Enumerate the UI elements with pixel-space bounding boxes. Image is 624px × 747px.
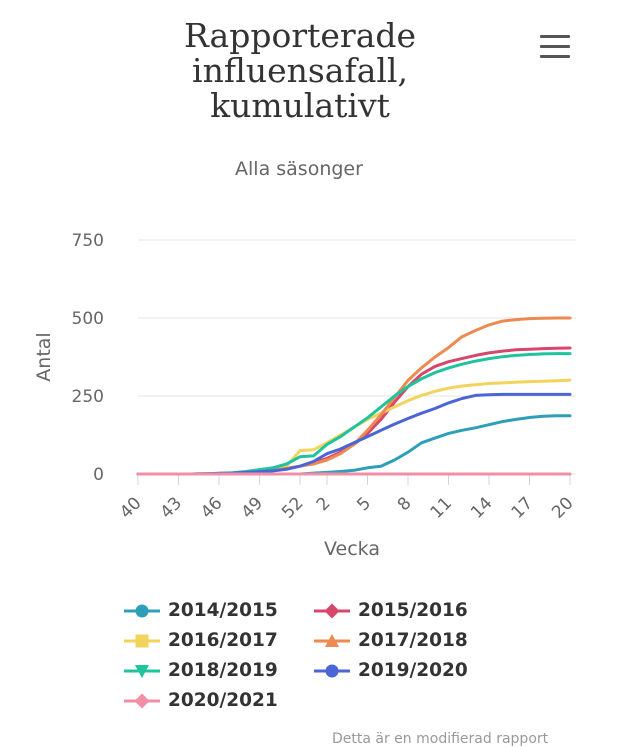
x-tick-label: 20 xyxy=(548,493,577,522)
chart-title-line: kumulativt xyxy=(210,86,390,125)
hamburger-menu-icon[interactable] xyxy=(538,34,572,60)
chart-title: Rapporterade influensafall, kumulativt xyxy=(150,18,450,123)
x-tick-label: 14 xyxy=(467,493,496,522)
series-line xyxy=(136,352,572,476)
legend-item[interactable]: 2019/2020 xyxy=(312,658,502,683)
legend-label: 2016/2017 xyxy=(168,630,278,651)
x-axis-title: Vecka xyxy=(324,538,380,560)
x-tick-label: 11 xyxy=(427,493,456,522)
legend-label: 2015/2016 xyxy=(358,600,468,621)
x-tick-label: 17 xyxy=(508,493,537,522)
legend-label: 2017/2018 xyxy=(358,630,468,651)
legend-label: 2018/2019 xyxy=(168,660,278,681)
x-tick-label: 8 xyxy=(394,493,416,515)
legend-symbol xyxy=(124,693,160,708)
legend-marker xyxy=(135,664,149,678)
legend-symbol xyxy=(124,604,160,617)
y-tick-label: 750 xyxy=(72,231,104,251)
legend-marker xyxy=(325,633,339,647)
legend-item[interactable]: 2020/2021 xyxy=(122,688,312,713)
legend-symbol xyxy=(314,664,350,677)
chart-title-line: influensafall, xyxy=(192,51,408,90)
footer-note: Detta är en modifierad rapport xyxy=(332,731,549,747)
legend-symbol xyxy=(124,634,160,647)
legend-marker xyxy=(134,693,150,708)
series-line xyxy=(136,346,572,476)
legend-marker xyxy=(135,604,149,617)
legend-marker xyxy=(135,634,149,647)
x-tick-label: 46 xyxy=(197,493,226,522)
legend-marker xyxy=(325,664,339,677)
menu-bar xyxy=(540,45,570,48)
chart-title-line: Rapporterade xyxy=(183,16,417,55)
x-tick-label: 5 xyxy=(353,493,375,515)
legend-marker xyxy=(324,603,340,618)
legend-symbol xyxy=(314,633,350,647)
legend-label: 2019/2020 xyxy=(358,660,468,681)
chart-subtitle: Alla säsonger xyxy=(235,158,363,180)
legend-item[interactable]: 2018/2019 xyxy=(122,658,312,683)
legend-item[interactable]: 2015/2016 xyxy=(312,598,502,623)
y-axis-title: Antal xyxy=(33,332,55,381)
x-tick-label: 40 xyxy=(116,493,145,522)
x-tick-label: 43 xyxy=(157,493,186,522)
legend-item[interactable]: 2016/2017 xyxy=(122,628,312,653)
x-tick-label: 52 xyxy=(278,493,307,522)
legend-item[interactable]: 2014/2015 xyxy=(122,598,312,623)
x-tick-label: 49 xyxy=(238,493,267,522)
legend-label: 2014/2015 xyxy=(168,600,278,621)
chart-legend: 2014/2015 2015/2016 2016/2017 2017/2018 2018… xyxy=(122,598,502,713)
legend-symbol xyxy=(314,603,350,618)
legend-symbol xyxy=(124,664,160,678)
legend-item[interactable]: 2017/2018 xyxy=(312,628,502,653)
y-tick-label: 0 xyxy=(93,465,104,485)
line-chart: 0 250 500 750 Antal 40 43 46 49 52 2 5 8 11 14 17 20 Veck… xyxy=(33,231,578,560)
legend-label: 2020/2021 xyxy=(168,690,278,711)
series-line xyxy=(136,392,572,476)
y-tick-label: 500 xyxy=(72,309,104,329)
menu-bar xyxy=(540,35,570,38)
menu-bar xyxy=(540,55,570,58)
y-tick-label: 250 xyxy=(72,387,104,407)
x-tick-label: 2 xyxy=(313,493,335,515)
